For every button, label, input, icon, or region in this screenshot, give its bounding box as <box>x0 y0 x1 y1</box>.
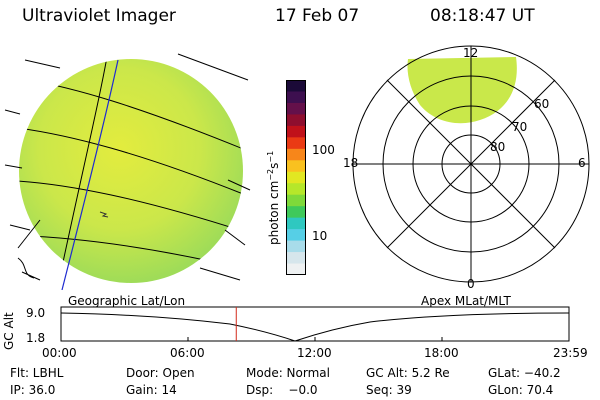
colorbar-band <box>286 148 306 161</box>
time-label: 08:18:47 UT <box>430 6 535 26</box>
altitude-curve <box>60 312 570 342</box>
info-glat: GLat: −40.2 <box>488 366 561 380</box>
info-glon: GLon: 70.4 <box>488 383 554 397</box>
timeline-xtick-0: 00:00 <box>42 346 77 360</box>
timeline-ytick-min: 1.8 <box>26 331 46 345</box>
colorbar <box>286 80 306 275</box>
info-gc-alt: GC Alt: 5.2 Re <box>366 366 450 380</box>
colorbar-band <box>286 171 306 184</box>
colorbar-band <box>286 80 306 92</box>
colorbar-band <box>286 183 306 196</box>
colorbar-band <box>286 91 306 104</box>
colorbar-band <box>286 217 306 230</box>
colorbar-band <box>286 194 306 207</box>
polar-panel-label: Apex MLat/MLT <box>421 294 511 308</box>
colorbar-band <box>286 125 306 138</box>
colorbar-band <box>286 240 306 253</box>
instrument-title: Ultraviolet Imager <box>22 6 176 26</box>
info-dsp: Dsp: −0.0 <box>246 383 318 397</box>
coastline <box>99 211 109 218</box>
timeline-axis-label: GC Alt <box>2 312 16 350</box>
colorbar-unit-label: photon cm−2s−1 <box>266 150 281 245</box>
colorbar-band <box>286 114 306 127</box>
colorbar-band <box>286 263 306 275</box>
mlat-label-80: 80 <box>490 140 506 154</box>
polar-plot <box>352 45 590 283</box>
info-filter: Flt: LBHL <box>10 366 64 380</box>
timeline-plot <box>60 306 570 342</box>
geo-panel-label: Geographic Lat/Lon <box>68 294 186 308</box>
mlt-label-6: 6 <box>578 156 586 170</box>
info-seq: Seq: 39 <box>366 383 412 397</box>
timeline-xtick-1: 06:00 <box>170 346 205 360</box>
colorbar-tick-100: 100 <box>312 143 335 157</box>
info-mode: Mode: Normal <box>246 366 330 380</box>
date-label: 17 Feb 07 <box>275 6 360 26</box>
timeline-xtick-2: 12:00 <box>297 346 332 360</box>
colorbar-tick-10: 10 <box>312 229 328 243</box>
info-gain: Gain: 14 <box>126 383 177 397</box>
grid-outer-lines <box>4 53 251 281</box>
timeline-ticks <box>187 337 443 341</box>
timeline-xtick-3: 18:00 <box>424 346 459 360</box>
colorbar-band <box>286 229 306 242</box>
timeline-ytick-max: 9.0 <box>26 306 46 320</box>
timeline-xtick-4: 23:59 <box>553 346 588 360</box>
mlat-label-70: 70 <box>512 120 528 134</box>
colorbar-band <box>286 137 306 150</box>
timeline-frame <box>60 306 570 342</box>
mlt-label-12: 12 <box>463 46 479 60</box>
mlt-label-0: 0 <box>467 277 475 291</box>
earth-disk <box>19 59 243 283</box>
info-door: Door: Open <box>126 366 195 380</box>
meridian-line <box>61 59 119 290</box>
geographic-image-panel <box>4 53 251 290</box>
colorbar-band <box>286 160 306 173</box>
polar-grid <box>352 45 590 283</box>
colorbar-frame <box>286 80 306 275</box>
colorbar-band <box>286 206 306 219</box>
mlt-label-18: 18 <box>343 156 359 170</box>
mlat-label-60: 60 <box>534 97 550 111</box>
info-ip: IP: 36.0 <box>10 383 56 397</box>
colorbar-band <box>286 102 306 115</box>
polar-image-region <box>407 57 517 124</box>
colorbar-band <box>286 252 306 265</box>
